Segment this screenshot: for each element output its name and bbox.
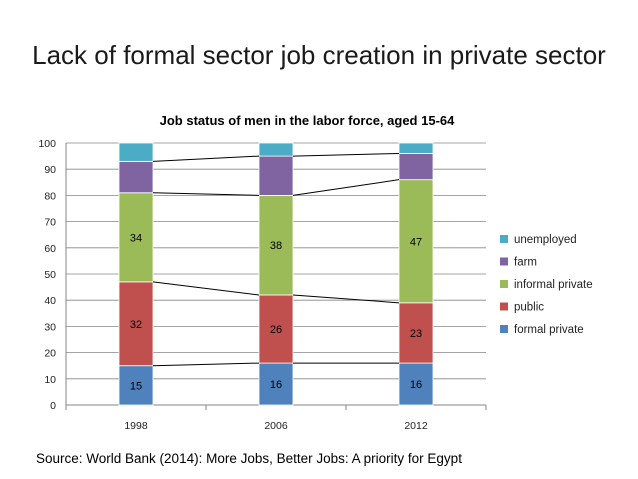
legend-swatch — [500, 235, 508, 243]
x-tick-label: 1998 — [124, 420, 148, 432]
data-label: 47 — [410, 236, 422, 248]
legend: unemployed farm informal private public form… — [500, 234, 593, 336]
y-tick-label: 30 — [44, 321, 56, 333]
y-tick-label: 20 — [44, 348, 56, 360]
data-label: 32 — [130, 319, 142, 331]
data-label: 16 — [410, 379, 422, 391]
bar-segment-public — [258, 294, 294, 364]
data-label: 34 — [130, 232, 142, 244]
series-line — [152, 155, 260, 162]
y-tick-label: 50 — [44, 269, 56, 281]
bar-segment-informal-private — [118, 192, 154, 283]
bar-segment-farm — [258, 155, 294, 196]
data-labels: 15 16 16 32 26 23 34 38 47 — [130, 232, 422, 392]
x-tick-label: 2012 — [404, 420, 428, 432]
series-line — [152, 362, 260, 367]
data-label: 23 — [410, 328, 422, 340]
y-tick-label: 80 — [44, 190, 56, 202]
slide-title: Lack of formal sector job creation in pr… — [32, 40, 606, 70]
legend-swatch — [500, 325, 508, 333]
bar-segment-farm — [118, 160, 154, 194]
y-tick-label: 60 — [44, 243, 56, 255]
data-label: 15 — [130, 380, 142, 392]
series-lines — [152, 152, 400, 367]
stacked-bar-chart: Job status of men in the labor force, ag… — [38, 113, 593, 432]
data-label: 26 — [270, 324, 282, 336]
series-line — [292, 179, 400, 196]
legend-swatch — [500, 302, 508, 311]
series-line — [292, 294, 400, 304]
bar-segment-farm — [398, 153, 434, 181]
bar-segment-informal-private — [398, 179, 434, 304]
y-tick-label: 10 — [44, 374, 56, 386]
series-line — [152, 192, 260, 196]
source-citation: Source: World Bank (2014): More Jobs, Be… — [36, 451, 462, 466]
bar-segment-formal-private — [118, 365, 154, 406]
legend-label: formal private — [514, 324, 584, 336]
bars — [118, 142, 434, 406]
bar-segment-unemployed — [118, 142, 154, 162]
bar-segment-unemployed — [398, 142, 434, 154]
data-label: 38 — [270, 240, 282, 252]
y-tick-label: 90 — [44, 164, 56, 176]
legend-swatch — [500, 280, 508, 288]
bar-segment-public — [398, 302, 434, 364]
legend-label: informal private — [514, 279, 593, 291]
y-tick-label: 70 — [44, 217, 56, 229]
bar-segment-informal-private — [258, 194, 294, 296]
data-label: 16 — [270, 379, 282, 391]
series-line — [292, 152, 400, 157]
legend-label: public — [514, 302, 544, 314]
axes: 0 10 20 30 40 50 60 70 80 90 100 1998 2006 2012 — [38, 138, 487, 432]
legend-swatch — [500, 257, 508, 266]
y-tick-label: 0 — [50, 400, 56, 412]
bar-segment-formal-private — [258, 362, 294, 406]
bar-segment-formal-private — [398, 362, 434, 406]
legend-label: farm — [514, 257, 537, 269]
y-tick-label: 40 — [44, 295, 56, 307]
chart-title: Job status of men in the labor force, ag… — [160, 113, 456, 128]
bar-segment-unemployed — [258, 142, 294, 157]
y-tick-label: 100 — [38, 138, 56, 150]
x-tick-label: 2006 — [264, 420, 288, 432]
legend-label: unemployed — [514, 234, 577, 246]
series-line — [152, 281, 260, 296]
